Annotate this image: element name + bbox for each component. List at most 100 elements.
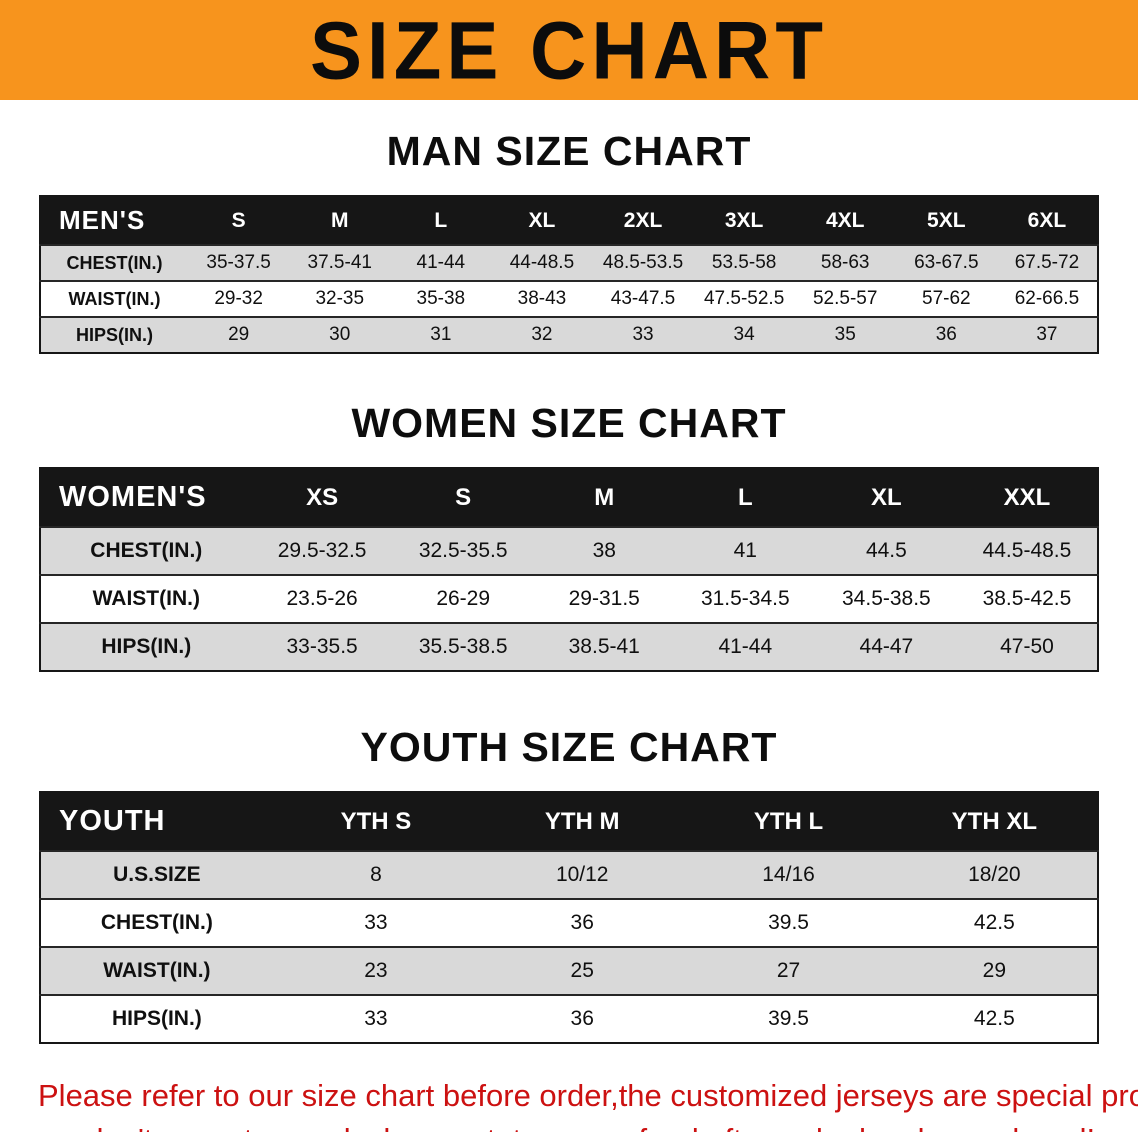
table-cell: 42.5 [891, 994, 1098, 1043]
column-header: YTH L [685, 792, 892, 851]
table-cell: 31.5-34.5 [674, 574, 816, 623]
disclaimer-line-2: we don't accept cancel, change, teturn o… [38, 1118, 1100, 1132]
column-header: 3XL [693, 196, 795, 245]
row-label: HIPS(IN.) [40, 622, 252, 671]
column-header: 4XL [794, 196, 896, 245]
table-cell: 8 [272, 850, 480, 899]
table-cell: 37.5-41 [289, 244, 391, 281]
column-header: 2XL [592, 196, 694, 245]
table-cell: 10/12 [479, 850, 686, 899]
table-cell: 38.5-41 [533, 622, 675, 671]
table-row: CHEST(IN.) 35-37.5 37.5-41 41-44 44-48.5 48.5… [40, 244, 1098, 281]
men-section: MAN SIZE CHART MEN'S S M L XL 2XL 3XL 4XL 5XL 6XL… [0, 128, 1138, 354]
table-cell: 26-29 [392, 574, 534, 623]
table-cell: 39.5 [685, 898, 892, 947]
table-cell: 25 [479, 946, 686, 995]
row-label: WAIST(IN.) [40, 280, 189, 317]
table-cell: 14/16 [685, 850, 892, 899]
table-row: U.S.SIZE 8 10/12 14/16 18/20 [40, 850, 1098, 899]
table-row: WAIST(IN.) 23 25 27 29 [40, 946, 1098, 995]
table-cell: 44.5-48.5 [956, 526, 1098, 575]
table-cell: 44-47 [815, 622, 957, 671]
table-row: WAIST(IN.) 23.5-26 26-29 29-31.5 31.5-34.5 34… [40, 574, 1098, 623]
table-cell: 35 [794, 316, 896, 353]
men-section-heading: MAN SIZE CHART [386, 128, 752, 174]
table-cell: 23 [272, 946, 480, 995]
table-cell: 39.5 [685, 994, 892, 1043]
table-cell: 41 [674, 526, 816, 575]
table-cell: 35-37.5 [188, 244, 290, 281]
table-cell: 32.5-35.5 [392, 526, 534, 575]
column-header: XXL [956, 468, 1098, 527]
youth-size-table: YOUTH YTH S YTH M YTH L YTH XL U.S.SIZE 8 10/12… [39, 791, 1099, 1044]
column-header: YTH XL [891, 792, 1098, 851]
row-label: HIPS(IN.) [40, 316, 189, 353]
table-cell: 57-62 [895, 280, 997, 317]
table-cell: 38.5-42.5 [956, 574, 1098, 623]
column-header: L [390, 196, 492, 245]
table-cell: 35.5-38.5 [392, 622, 534, 671]
table-cell: 48.5-53.5 [592, 244, 694, 281]
table-cell: 33 [272, 994, 480, 1043]
column-header: 5XL [895, 196, 997, 245]
table-header-row: WOMEN'S XS S M L XL XXL [40, 468, 1098, 527]
table-row: CHEST(IN.) 33 36 39.5 42.5 [40, 898, 1098, 947]
table-cell: 32-35 [289, 280, 391, 317]
table-cell: 33 [592, 316, 694, 353]
table-cell: 41-44 [674, 622, 816, 671]
disclaimer: Please refer to our size chart before or… [38, 1074, 1138, 1132]
table-row: HIPS(IN.) 29 30 31 32 33 34 35 36 37 [40, 316, 1098, 353]
table-cell: 44-48.5 [491, 244, 593, 281]
table-cell: 52.5-57 [794, 280, 896, 317]
table-cell: 42.5 [891, 898, 1098, 947]
table-cell: 27 [685, 946, 892, 995]
table-cell: 33 [272, 898, 480, 947]
table-cell: 34.5-38.5 [815, 574, 957, 623]
table-header-row: MEN'S S M L XL 2XL 3XL 4XL 5XL 6XL [40, 196, 1098, 245]
row-label: HIPS(IN.) [40, 994, 273, 1043]
row-label: WAIST(IN.) [40, 946, 273, 995]
mens-size-table: MEN'S S M L XL 2XL 3XL 4XL 5XL 6XL CHEST(IN.) 35-37… [39, 195, 1099, 354]
women-section-heading: WOMEN SIZE CHART [351, 400, 787, 446]
table-cell: 29 [891, 946, 1098, 995]
table-cell: 37 [996, 316, 1098, 353]
column-header: S [392, 468, 534, 527]
table-cell: 31 [390, 316, 492, 353]
row-label: CHEST(IN.) [40, 898, 273, 947]
womens-size-table: WOMEN'S XS S M L XL XXL CHEST(IN.) 29.5-32.5 32.5… [39, 467, 1099, 672]
table-cell: 30 [289, 316, 391, 353]
table-title: MEN'S [40, 196, 189, 245]
table-cell: 18/20 [891, 850, 1098, 899]
table-cell: 41-44 [390, 244, 492, 281]
column-header: XS [251, 468, 393, 527]
youth-section: YOUTH SIZE CHART YOUTH YTH S YTH M YTH L YTH… [0, 724, 1138, 1044]
women-section: WOMEN SIZE CHART WOMEN'S XS S M L XL XXL CHEST(… [0, 400, 1138, 672]
column-header: XL [815, 468, 957, 527]
column-header: L [674, 468, 816, 527]
table-row: WAIST(IN.) 29-32 32-35 35-38 38-43 43-47.5 47.… [40, 280, 1098, 317]
table-cell: 44.5 [815, 526, 957, 575]
table-cell: 38 [533, 526, 675, 575]
table-cell: 32 [491, 316, 593, 353]
table-cell: 67.5-72 [996, 244, 1098, 281]
table-title: WOMEN'S [40, 468, 252, 527]
column-header: YTH M [479, 792, 686, 851]
table-row: HIPS(IN.) 33 36 39.5 42.5 [40, 994, 1098, 1043]
table-cell: 29-31.5 [533, 574, 675, 623]
table-row: HIPS(IN.) 33-35.5 35.5-38.5 38.5-41 41-44 44-… [40, 622, 1098, 671]
table-cell: 29.5-32.5 [251, 526, 393, 575]
table-cell: 33-35.5 [251, 622, 393, 671]
table-cell: 29-32 [188, 280, 290, 317]
column-header: 6XL [996, 196, 1098, 245]
column-header: YTH S [272, 792, 480, 851]
table-cell: 58-63 [794, 244, 896, 281]
table-cell: 36 [479, 994, 686, 1043]
table-cell: 43-47.5 [592, 280, 694, 317]
table-row: CHEST(IN.) 29.5-32.5 32.5-35.5 38 41 44.5 44.5… [40, 526, 1098, 575]
table-cell: 38-43 [491, 280, 593, 317]
table-cell: 63-67.5 [895, 244, 997, 281]
table-cell: 47.5-52.5 [693, 280, 795, 317]
table-cell: 36 [479, 898, 686, 947]
table-cell: 29 [188, 316, 290, 353]
